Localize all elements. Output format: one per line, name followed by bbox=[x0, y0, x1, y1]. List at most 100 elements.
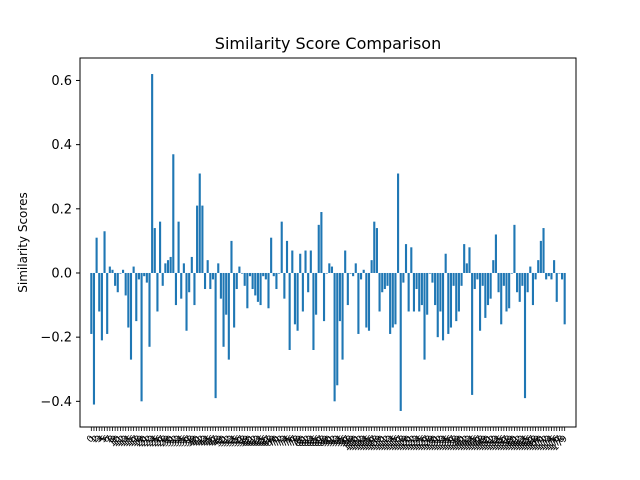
bar bbox=[355, 263, 357, 273]
bar bbox=[434, 273, 436, 305]
bar bbox=[524, 273, 526, 398]
bar bbox=[511, 273, 513, 274]
bar bbox=[135, 273, 137, 321]
bar bbox=[312, 273, 314, 350]
bar bbox=[180, 273, 182, 299]
bar bbox=[513, 225, 515, 273]
bar bbox=[384, 273, 386, 289]
bar bbox=[273, 273, 275, 276]
bar bbox=[503, 273, 505, 286]
bar bbox=[310, 251, 312, 273]
bar bbox=[275, 273, 277, 289]
bar bbox=[170, 257, 172, 273]
bar bbox=[373, 222, 375, 273]
bar bbox=[429, 273, 431, 274]
bar bbox=[254, 273, 256, 295]
bar bbox=[495, 234, 497, 273]
bar bbox=[447, 273, 449, 334]
bar bbox=[339, 273, 341, 321]
bar bbox=[207, 260, 209, 273]
bar bbox=[167, 260, 169, 273]
bar bbox=[318, 225, 320, 273]
bar bbox=[117, 273, 119, 292]
bar bbox=[201, 206, 203, 273]
bar bbox=[542, 228, 544, 273]
bar bbox=[241, 273, 243, 274]
bar bbox=[267, 273, 269, 308]
y-tick-label: −0.4 bbox=[40, 395, 72, 410]
bar bbox=[471, 273, 473, 395]
bar bbox=[320, 212, 322, 273]
bar bbox=[389, 273, 391, 334]
bar bbox=[141, 273, 143, 401]
bar bbox=[508, 273, 510, 308]
bar bbox=[561, 273, 563, 279]
y-tick-label: 0.6 bbox=[51, 74, 72, 89]
bar bbox=[162, 273, 164, 286]
bar bbox=[474, 273, 476, 289]
y-axis-label: Similarity Scores bbox=[16, 192, 30, 292]
y-tick-label: 0.4 bbox=[51, 138, 72, 153]
bar bbox=[114, 273, 116, 286]
bar bbox=[500, 273, 502, 324]
bar bbox=[341, 273, 343, 360]
bar bbox=[445, 254, 447, 273]
bar bbox=[291, 251, 293, 273]
bar bbox=[386, 273, 388, 286]
bar bbox=[286, 241, 288, 273]
bar bbox=[93, 273, 95, 405]
bar bbox=[550, 273, 552, 279]
bar bbox=[98, 273, 100, 312]
bar bbox=[252, 273, 254, 289]
bar bbox=[458, 273, 460, 312]
bar bbox=[368, 273, 370, 331]
bar bbox=[249, 273, 251, 276]
bar bbox=[109, 267, 111, 273]
bar bbox=[146, 273, 148, 283]
bar bbox=[365, 273, 367, 328]
bar bbox=[532, 273, 534, 305]
bar bbox=[178, 222, 180, 273]
bar bbox=[381, 273, 383, 292]
bar bbox=[516, 273, 518, 292]
bar bbox=[185, 273, 187, 331]
bar bbox=[442, 273, 444, 340]
bar bbox=[437, 273, 439, 337]
bar bbox=[278, 273, 280, 274]
bar bbox=[238, 267, 240, 273]
bar bbox=[450, 273, 452, 328]
bar bbox=[492, 260, 494, 273]
bar bbox=[222, 273, 224, 347]
bar bbox=[215, 273, 217, 398]
bar bbox=[143, 273, 145, 276]
bar bbox=[426, 273, 428, 315]
bar bbox=[236, 273, 238, 289]
bar bbox=[133, 267, 135, 273]
bar bbox=[349, 273, 351, 274]
bar bbox=[148, 273, 150, 347]
bar bbox=[537, 260, 539, 273]
bar bbox=[336, 273, 338, 385]
bar bbox=[529, 267, 531, 273]
bar bbox=[175, 273, 177, 305]
bar bbox=[154, 228, 156, 273]
bar bbox=[233, 273, 235, 328]
bar bbox=[304, 251, 306, 273]
bar bbox=[326, 273, 328, 274]
bar bbox=[156, 273, 158, 312]
bar bbox=[127, 273, 129, 328]
bar bbox=[352, 273, 354, 276]
bar bbox=[90, 273, 92, 334]
bar bbox=[172, 154, 174, 273]
bar bbox=[257, 273, 259, 302]
bar bbox=[476, 273, 478, 279]
bar bbox=[535, 273, 537, 279]
bar bbox=[392, 273, 394, 328]
bar bbox=[453, 273, 455, 286]
bar bbox=[262, 273, 264, 276]
bar bbox=[463, 244, 465, 273]
bar bbox=[408, 273, 410, 312]
bar bbox=[466, 263, 468, 273]
bar bbox=[400, 273, 402, 411]
bar bbox=[540, 241, 542, 273]
